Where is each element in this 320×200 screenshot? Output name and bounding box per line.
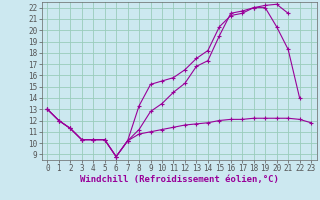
- X-axis label: Windchill (Refroidissement éolien,°C): Windchill (Refroidissement éolien,°C): [80, 175, 279, 184]
